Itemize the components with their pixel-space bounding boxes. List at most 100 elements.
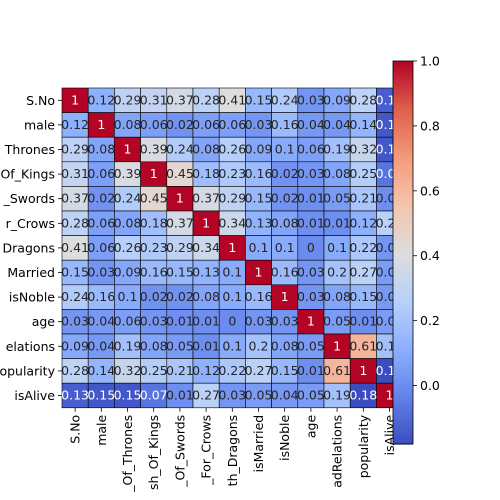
- cell-value-label: 0.15: [87, 388, 115, 403]
- colorbar-segment: [393, 204, 413, 209]
- colorbar-segment: [393, 380, 413, 384]
- cell-value-label: 0.27: [192, 388, 220, 403]
- cell-value-label: 0.04: [87, 338, 115, 353]
- heatmap-cell: [61, 87, 89, 113]
- colorbar-segment: [393, 242, 413, 247]
- colorbar-segment: [393, 115, 413, 120]
- cell-value-label: 0.01: [166, 314, 194, 329]
- heatmap-cell: [323, 284, 351, 310]
- cell-value-label: 0.18: [140, 215, 168, 230]
- column-tick-label: adRelations: [330, 415, 345, 488]
- colorbar-segment: [393, 230, 413, 234]
- cell-value-label: 0.1: [222, 338, 242, 353]
- cell-value-label: 0.22: [349, 240, 377, 255]
- colorbar-segment: [393, 268, 413, 273]
- colorbar-segment: [393, 163, 413, 167]
- row-tick-label: S.No: [26, 93, 55, 108]
- cell-value-label: 0.03: [297, 92, 325, 107]
- column-tick-label: _For_Crows: [199, 415, 214, 486]
- heatmap-cell: [192, 112, 220, 138]
- colorbar-segment: [393, 290, 413, 295]
- row-tick-label: _Swords: [3, 191, 55, 206]
- cell-value-label: 0.1: [275, 142, 295, 157]
- colorbar-segment: [393, 376, 413, 381]
- heatmap-cell: [271, 358, 299, 384]
- cell-value-label: 0.08: [323, 289, 351, 304]
- cell-value-label: 0.27: [245, 363, 273, 378]
- cell-value-label: 0.45: [140, 191, 168, 206]
- colorbar-segment: [393, 338, 413, 343]
- colorbar-segment: [393, 405, 413, 410]
- cell-value-label: 0.37: [192, 191, 220, 206]
- heatmap-cell: [114, 136, 141, 163]
- row-tick-label: Married: [7, 265, 55, 280]
- heatmap-cell: [218, 186, 246, 212]
- colorbar-segment: [393, 281, 413, 286]
- column-tick-labels: S.No male _Of_Thrones sh_Of_Kings _Of_Swords…: [68, 407, 397, 493]
- heatmap-cell: [192, 309, 220, 335]
- cell-value-label: 0.05: [323, 314, 351, 329]
- colorbar-tick-label: 0.6: [420, 183, 440, 198]
- colorbar-segment: [393, 313, 413, 317]
- cell-value-label: 0.1: [222, 289, 242, 304]
- heatmap-cell: [61, 309, 89, 335]
- cell-value-label: 0.25: [140, 363, 168, 378]
- colorbar-tick-label: 1.0: [420, 54, 440, 69]
- row-tick-label: r_Crows: [6, 216, 55, 231]
- heatmap-cell: [140, 210, 168, 236]
- heatmap-cell: [297, 136, 325, 163]
- colorbar-segment: [393, 412, 413, 416]
- heatmap-cell: [271, 186, 299, 212]
- colorbar-segment: [393, 220, 413, 225]
- cell-value-label: 0.06: [87, 166, 115, 181]
- colorbar-segment: [393, 86, 413, 91]
- colorbar-tick-label: 0.4: [420, 248, 440, 263]
- cell-value-label: 0.06: [297, 142, 325, 157]
- column-tick-label: isMarried: [251, 415, 266, 473]
- colorbar-segment: [393, 64, 413, 68]
- cell-value-label: 0: [307, 240, 315, 255]
- colorbar-segment: [393, 96, 413, 100]
- colorbar-segment: [393, 396, 413, 400]
- heatmap-cell: [245, 112, 272, 138]
- colorbar-segment: [393, 421, 413, 426]
- heatmap-cell: [140, 161, 168, 187]
- heatmap-cell: [114, 186, 141, 212]
- heatmap-cell: [323, 309, 351, 335]
- cell-value-label: 0.2: [327, 265, 347, 280]
- cell-value-label: 1: [124, 142, 132, 157]
- heatmap-cell: [297, 87, 325, 113]
- column-tick-label: S.No: [68, 415, 83, 444]
- cell-value-label: 0.61: [323, 363, 351, 378]
- cell-value-label: 0.26: [218, 142, 246, 157]
- cell-value-label: 0: [228, 314, 236, 329]
- cell-value-label: 0.09: [61, 338, 89, 353]
- cell-value-label: 0.26: [114, 240, 142, 255]
- cell-value-label: 0.05: [297, 388, 325, 403]
- cell-value-label: 0.2: [249, 338, 269, 353]
- heatmap-cell: [218, 259, 246, 286]
- cell-value-label: 0.15: [245, 191, 273, 206]
- cell-value-label: 0.1: [222, 265, 242, 280]
- cell-value-label: 0.13: [245, 215, 273, 230]
- cell-value-label: 0.14: [87, 363, 115, 378]
- colorbar-segment: [393, 284, 413, 289]
- heatmap-cell: [271, 259, 299, 286]
- heatmap-cell: [114, 235, 141, 261]
- colorbar-segment: [393, 303, 413, 308]
- colorbar-segment: [393, 335, 413, 340]
- row-tick-label: isAlive: [14, 388, 55, 403]
- colorbar-segment: [393, 214, 413, 218]
- cell-value-label: 0.03: [245, 117, 273, 132]
- cell-value-label: 0.34: [218, 215, 246, 230]
- heatmap-cell: [349, 210, 377, 236]
- heatmap-cell: [140, 358, 168, 384]
- cell-value-label: 0.15: [114, 388, 142, 403]
- cell-value-label: 0.07: [140, 388, 168, 403]
- cell-value-label: 0.05: [245, 388, 273, 403]
- heatmap-cell: [349, 259, 377, 286]
- heatmap-cell: [323, 161, 351, 187]
- cell-value-label: 0.08: [87, 142, 115, 157]
- heatmap-cell: [349, 382, 377, 409]
- heatmap-cell: [323, 210, 351, 236]
